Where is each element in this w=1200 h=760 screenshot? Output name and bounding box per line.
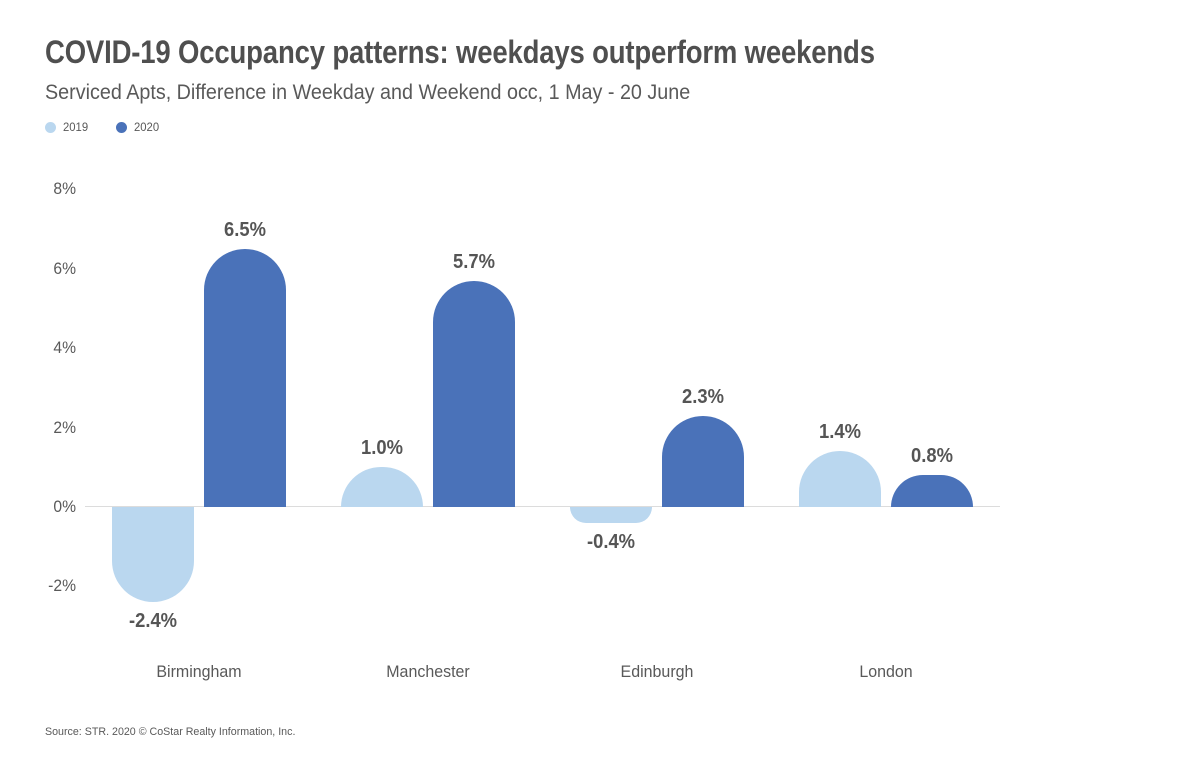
legend-swatch-icon-2020: [115, 121, 127, 133]
bar-2020-london: [890, 475, 973, 507]
value-label-2020-manchester: 5.7%: [453, 250, 496, 273]
legend: 2019 2020: [45, 120, 160, 134]
y-axis-tick-label: 8%: [53, 179, 76, 199]
bar-2019-edinburgh: [569, 507, 652, 523]
y-axis-tick-label: 0%: [53, 497, 76, 516]
category-label-london: London: [858, 662, 913, 681]
y-axis-tick-label: -2%: [48, 576, 76, 596]
value-label-2019-london: 1.4%: [818, 421, 861, 444]
category-label-edinburgh: Edinburgh: [620, 662, 694, 681]
value-label-2020-birmingham: 6.5%: [224, 218, 267, 241]
value-label-2019-manchester: 1.0%: [361, 437, 404, 460]
legend-item-2020: 2020: [115, 120, 161, 134]
y-axis-tick-label: 4%: [53, 338, 76, 358]
bar-2020-edinburgh: [661, 415, 744, 507]
bar-2019-manchester: [341, 467, 424, 507]
value-label-2020-london: 0.8%: [910, 445, 953, 468]
legend-label-2020: 2020: [133, 120, 159, 134]
y-axis-tick-label: 6%: [53, 258, 76, 278]
legend-swatch-icon-2019: [45, 121, 56, 133]
source-note: Source: STR. 2020 © CoStar Realty Inform…: [45, 726, 296, 738]
y-axis-tick-label: 2%: [53, 417, 76, 437]
category-label-manchester: Manchester: [386, 662, 470, 681]
bar-2020-birmingham: [204, 248, 287, 507]
chart-title: COVID-19 Occupancy patterns: weekdays ou…: [45, 34, 875, 70]
value-label-2019-birmingham: -2.4%: [129, 610, 178, 633]
chart-subtitle: Serviced Apts, Difference in Weekday and…: [45, 81, 691, 104]
bar-2020-manchester: [433, 280, 516, 507]
value-label-2020-edinburgh: 2.3%: [681, 385, 724, 408]
legend-label-2019: 2019: [63, 120, 89, 134]
legend-item-2019: 2019: [45, 120, 90, 134]
bar-2019-london: [798, 451, 881, 507]
category-label-birmingham: Birmingham: [156, 662, 242, 681]
bar-2019-birmingham: [112, 507, 195, 603]
x-axis-line: [85, 506, 1000, 507]
value-label-2019-edinburgh: -0.4%: [586, 530, 635, 553]
